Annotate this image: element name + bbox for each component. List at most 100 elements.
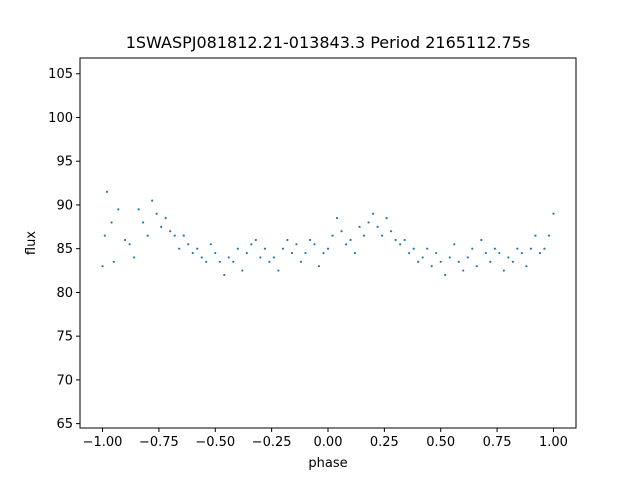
data-point bbox=[394, 238, 397, 242]
data-point bbox=[547, 234, 551, 237]
data-point bbox=[259, 256, 262, 259]
data-point bbox=[205, 260, 208, 263]
data-points bbox=[101, 190, 555, 277]
data-point bbox=[103, 234, 106, 237]
data-point bbox=[263, 247, 266, 250]
data-point bbox=[335, 216, 339, 220]
data-point bbox=[101, 265, 104, 268]
data-point bbox=[268, 260, 271, 263]
data-point bbox=[340, 230, 343, 233]
x-tick-label: 0.25 bbox=[370, 435, 399, 450]
data-point bbox=[200, 256, 203, 259]
data-point bbox=[295, 243, 298, 246]
y-tick-label: 105 bbox=[48, 67, 73, 82]
data-point bbox=[453, 243, 456, 246]
x-tick-label: 0.50 bbox=[426, 435, 455, 450]
data-point bbox=[232, 260, 235, 263]
data-point bbox=[218, 260, 221, 263]
data-point bbox=[236, 247, 239, 250]
x-tick-label: 0.00 bbox=[314, 435, 343, 450]
data-point bbox=[520, 251, 523, 255]
data-point bbox=[281, 247, 285, 250]
data-point bbox=[412, 247, 415, 250]
data-point bbox=[435, 251, 438, 255]
data-point bbox=[299, 260, 303, 263]
data-point bbox=[313, 243, 316, 246]
data-point bbox=[390, 230, 393, 233]
data-point bbox=[112, 260, 115, 263]
data-point bbox=[344, 243, 348, 246]
data-point bbox=[507, 256, 510, 259]
x-tick-label: −0.50 bbox=[195, 435, 235, 450]
data-point bbox=[457, 260, 460, 263]
y-tick-label: 100 bbox=[48, 111, 73, 126]
x-tick-label: −0.25 bbox=[252, 435, 292, 450]
y-tick-label: 65 bbox=[56, 417, 73, 432]
data-point bbox=[142, 221, 145, 224]
data-point bbox=[444, 273, 447, 277]
data-point bbox=[399, 243, 402, 246]
data-point bbox=[308, 238, 312, 242]
y-tick-label: 80 bbox=[56, 286, 73, 301]
data-point bbox=[417, 260, 420, 263]
data-point bbox=[448, 256, 451, 259]
data-point bbox=[209, 243, 212, 246]
data-point bbox=[117, 208, 120, 211]
data-point bbox=[538, 251, 542, 255]
data-point bbox=[169, 230, 172, 233]
data-point bbox=[137, 208, 140, 211]
data-point bbox=[272, 256, 275, 259]
y-tick-label: 75 bbox=[56, 330, 73, 345]
data-point bbox=[353, 251, 357, 255]
data-point bbox=[110, 221, 113, 224]
data-point bbox=[223, 273, 226, 277]
data-point bbox=[326, 247, 330, 250]
data-point bbox=[245, 251, 248, 255]
data-point bbox=[502, 269, 505, 272]
data-point bbox=[552, 212, 555, 215]
y-axis: 65 70 75 80 85 90 95 100 105 bbox=[48, 67, 80, 432]
data-point bbox=[462, 269, 465, 272]
data-point bbox=[426, 247, 429, 250]
data-point bbox=[543, 247, 546, 250]
data-point bbox=[489, 260, 492, 263]
data-point bbox=[439, 260, 442, 263]
data-point bbox=[322, 251, 325, 255]
data-point bbox=[525, 265, 528, 268]
data-point bbox=[471, 247, 474, 250]
data-point bbox=[408, 251, 411, 255]
data-point bbox=[403, 238, 406, 242]
x-tick-label: 0.75 bbox=[483, 435, 512, 450]
data-point bbox=[123, 238, 127, 242]
data-point bbox=[376, 225, 379, 228]
data-point bbox=[349, 238, 352, 242]
data-point bbox=[430, 265, 433, 268]
data-point bbox=[516, 247, 519, 250]
data-point bbox=[182, 234, 185, 237]
y-tick-label: 95 bbox=[56, 155, 73, 170]
data-point bbox=[290, 251, 294, 255]
data-point bbox=[173, 234, 176, 237]
x-tick-label: 1.00 bbox=[539, 435, 568, 450]
data-point bbox=[146, 234, 149, 237]
data-point bbox=[155, 212, 158, 215]
data-point bbox=[466, 256, 469, 259]
chart-title: 1SWASPJ081812.21-013843.3 Period 2165112… bbox=[126, 33, 531, 52]
data-point bbox=[151, 199, 154, 202]
y-axis-label: flux bbox=[24, 231, 39, 255]
y-tick-label: 85 bbox=[56, 242, 73, 257]
data-point bbox=[475, 265, 478, 268]
x-axis-label: phase bbox=[308, 456, 347, 471]
data-point bbox=[493, 247, 496, 250]
data-point bbox=[160, 225, 163, 228]
y-tick-label: 90 bbox=[56, 198, 73, 213]
data-point bbox=[241, 269, 244, 272]
data-point bbox=[480, 238, 483, 242]
data-point bbox=[277, 269, 280, 272]
data-point bbox=[484, 251, 487, 255]
data-point bbox=[358, 225, 361, 228]
data-point bbox=[304, 251, 307, 255]
data-point bbox=[105, 190, 109, 193]
